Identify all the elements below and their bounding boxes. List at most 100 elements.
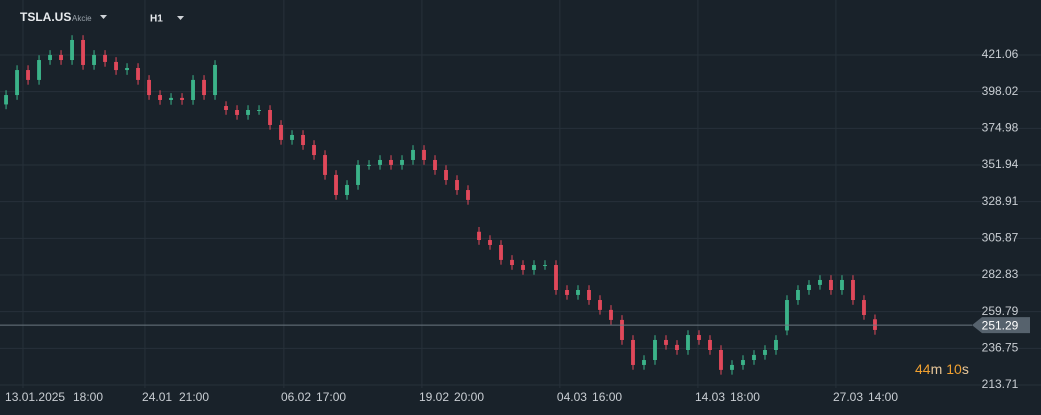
candle-body (268, 110, 272, 125)
y-tick-label: 259.79 (982, 304, 1019, 318)
candle-body (477, 231, 481, 241)
candle-body (686, 335, 690, 350)
candle-body (620, 319, 624, 340)
candle-body (246, 110, 250, 115)
candle-body (356, 164, 360, 185)
x-tick-label: 16:00 (592, 390, 622, 404)
candle-body (532, 265, 536, 270)
candle-body (697, 335, 701, 340)
candle-body (224, 106, 228, 111)
candle-body (851, 279, 855, 301)
x-tick-label: 17:00 (316, 390, 346, 404)
candle-body (675, 344, 679, 350)
last-price-label: 251.29 (982, 318, 1019, 332)
countdown: 44m 10s (915, 361, 969, 377)
candle-body (301, 134, 305, 146)
asset-class: Akcie (72, 14, 92, 23)
candle-body (741, 360, 745, 365)
x-tick-label: 04.03 (557, 390, 587, 404)
candle-body (642, 360, 646, 365)
candle-body (180, 97, 184, 100)
y-tick-label: 236.75 (982, 340, 1019, 354)
candle-body (774, 339, 778, 350)
candle-body (510, 259, 514, 266)
x-tick-label: 13.01.2025 (5, 390, 65, 404)
candle-body (4, 95, 8, 105)
candle-body (818, 279, 822, 285)
countdown-seconds-unit: s (962, 361, 969, 377)
candle-body (565, 289, 569, 295)
candle-body (763, 349, 767, 355)
candle-body (257, 110, 261, 112)
candle-body (587, 289, 591, 301)
candle-body (213, 64, 217, 96)
candle-body (15, 70, 19, 96)
candle-body (334, 174, 338, 195)
candle-body (543, 265, 547, 267)
candle-body (70, 39, 74, 61)
grid-layer (0, 0, 1041, 388)
candle-body (125, 67, 129, 71)
x-tick-label: 06.02 (281, 390, 311, 404)
timeframe-dropdown[interactable] (177, 16, 184, 20)
candle-body (631, 339, 635, 365)
y-tick-label: 213.71 (982, 377, 1019, 391)
candle-body (422, 149, 426, 160)
timeframe[interactable]: H1 (150, 14, 163, 25)
symbol[interactable]: TSLA.US (20, 10, 71, 24)
y-tick-label: 305.87 (982, 230, 1019, 244)
candle-body (378, 159, 382, 165)
candle-body (279, 124, 283, 140)
countdown-seconds: 10 (946, 361, 962, 377)
candle-body (290, 134, 294, 140)
candle-body (367, 164, 371, 166)
candle-body (653, 339, 657, 361)
y-tick-label: 328.91 (982, 194, 1019, 208)
x-tick-label: 18:00 (730, 390, 760, 404)
symbol-dropdown[interactable] (100, 15, 107, 19)
y-tick-label: 421.06 (982, 47, 1019, 61)
candle-body (796, 289, 800, 301)
candle-body (158, 95, 162, 100)
candle-body (752, 354, 756, 361)
y-tick-label: 374.98 (982, 121, 1019, 135)
x-tick-label: 14:00 (868, 390, 898, 404)
candle-body (840, 279, 844, 290)
candle-body (785, 300, 789, 331)
candle-body (554, 265, 558, 290)
last-price-tag (972, 317, 1030, 334)
x-tick-label: 21:00 (179, 390, 209, 404)
candle-body (345, 184, 349, 195)
candle-body (202, 79, 206, 96)
candle-body (26, 70, 30, 80)
candle-body (499, 244, 503, 260)
candle-body (235, 110, 239, 115)
candle-body (466, 190, 470, 200)
candle-body (444, 170, 448, 181)
candle-body (81, 39, 85, 65)
candle-body (829, 279, 833, 290)
candle-body (169, 97, 173, 100)
x-tick-label: 18:00 (73, 390, 103, 404)
x-tick-label: 27.03 (833, 390, 863, 404)
candle-body (92, 54, 96, 65)
candles (4, 35, 877, 375)
candle-body (807, 284, 811, 290)
candle-body (730, 364, 734, 370)
candle-body (114, 61, 118, 71)
candle-body (708, 339, 712, 350)
candle-body (598, 300, 602, 310)
y-tick-label: 398.02 (982, 84, 1019, 98)
y-tick-label: 282.83 (982, 267, 1019, 281)
candle-body (37, 60, 41, 80)
candle-body (719, 349, 723, 370)
candle-body (664, 339, 668, 345)
candle-body (609, 309, 613, 320)
candle-body (488, 240, 492, 245)
candle-body (400, 159, 404, 165)
candle-body (433, 159, 437, 171)
candle-body (862, 300, 866, 315)
x-tick-label: 19.02 (419, 390, 449, 404)
y-tick-label: 351.94 (982, 157, 1019, 171)
candle-body (147, 79, 151, 96)
